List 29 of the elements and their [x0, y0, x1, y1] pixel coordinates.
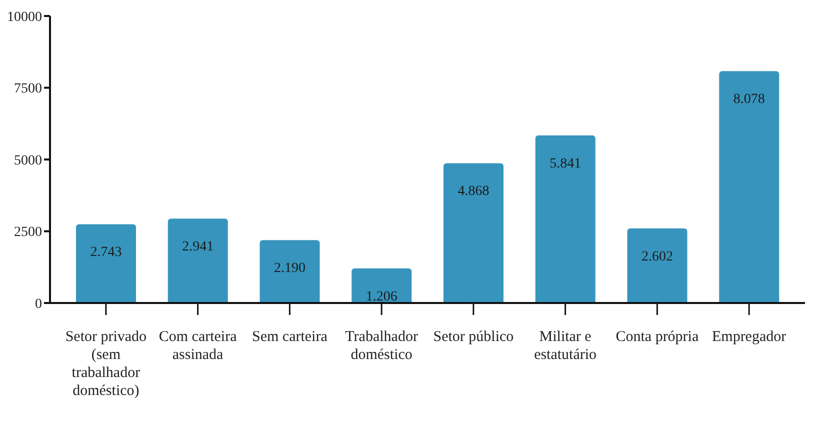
data-label: 8.078 [733, 92, 765, 108]
y-tick-label: 10000 [7, 10, 42, 25]
bar [352, 268, 412, 303]
x-tick-label: Com carteira assinada [158, 329, 238, 363]
x-tick-label: Sem carteira [252, 329, 328, 345]
bar [627, 228, 688, 303]
data-label: 2.602 [642, 249, 673, 264]
y-tick-label: 2500 [14, 225, 42, 240]
bar [444, 163, 504, 303]
bar [168, 218, 228, 303]
data-label: 2.190 [274, 261, 306, 276]
bar [260, 240, 320, 303]
x-tick-label: Trabalhador doméstico [345, 329, 418, 363]
x-tick-label: Setor público [433, 329, 514, 345]
x-tick-label: Empregador [712, 329, 786, 345]
data-label: 2.941 [182, 240, 214, 255]
bar [76, 224, 136, 303]
y-tick-label: 5000 [14, 153, 42, 168]
data-label: 4.868 [458, 184, 490, 200]
data-label: 2.743 [90, 245, 122, 260]
x-tick-label: Militar e estatutário [534, 329, 597, 363]
x-tick-label: Setor privado (sem trabalhador doméstico) [65, 329, 147, 399]
y-tick-label: 7500 [14, 82, 42, 97]
data-label: 1.206 [366, 289, 398, 304]
x-tick-label: Conta própria [616, 329, 699, 345]
bar [719, 71, 780, 303]
y-tick-label: 0 [35, 296, 42, 312]
data-label: 5.841 [550, 156, 582, 172]
bar [535, 135, 596, 303]
